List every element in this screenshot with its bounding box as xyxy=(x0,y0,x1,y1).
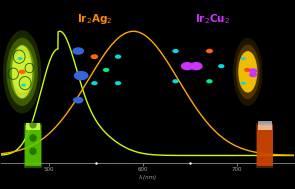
Text: Ir$_2$Cu$_2$: Ir$_2$Cu$_2$ xyxy=(195,12,230,26)
X-axis label: λ (nm): λ (nm) xyxy=(138,175,157,180)
Text: Ir$_2$Ag$_2$: Ir$_2$Ag$_2$ xyxy=(77,12,112,26)
